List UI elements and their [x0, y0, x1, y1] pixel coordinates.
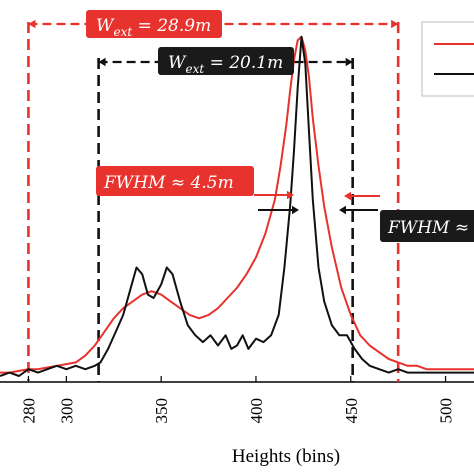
w-ext-black-label-box	[158, 47, 294, 75]
x-tick-label: 400	[247, 398, 266, 424]
fwhm-red-label-box	[96, 166, 254, 196]
arrow-head	[287, 190, 294, 200]
w-ext-black-label-text: Wext = 20.1m	[168, 53, 283, 76]
fwhm-black-label-box	[380, 210, 474, 242]
w-ext-red-label-text: Wext = 28.9m	[96, 16, 211, 39]
series-lines	[0, 35, 474, 377]
extent-guides	[27, 22, 400, 382]
arrow-head	[344, 191, 351, 201]
arrow-head	[391, 19, 399, 29]
arrow-head	[98, 57, 106, 67]
arrow-head	[292, 205, 299, 215]
fwhm-black-label-text: FWHM ≈	[387, 218, 469, 238]
x-tick-label: 500	[437, 398, 456, 424]
x-axis-label: Heights (bins)	[232, 446, 340, 467]
arrow-head	[345, 57, 353, 67]
x-tick-label: 450	[342, 398, 361, 424]
x-tick-label: 300	[57, 398, 76, 424]
x-tick-label: 350	[152, 398, 171, 424]
arrow-head	[28, 19, 36, 29]
x-tick-label: 280	[19, 398, 38, 424]
x-axis: 280 300 350 400 450 500	[19, 376, 456, 424]
w-ext-red-label-box	[86, 10, 222, 38]
legend-box	[421, 21, 474, 97]
arrow-head	[339, 205, 346, 215]
fwhm-red-label-text: FWHM ≈ 4.5m	[103, 173, 234, 193]
series-line-red	[0, 35, 474, 374]
legend	[421, 21, 474, 97]
series-line-black	[0, 35, 474, 377]
annotations: Wext = 28.9m Wext = 20.1m FWHM ≈ 4.5m FWHM …	[28, 10, 474, 242]
